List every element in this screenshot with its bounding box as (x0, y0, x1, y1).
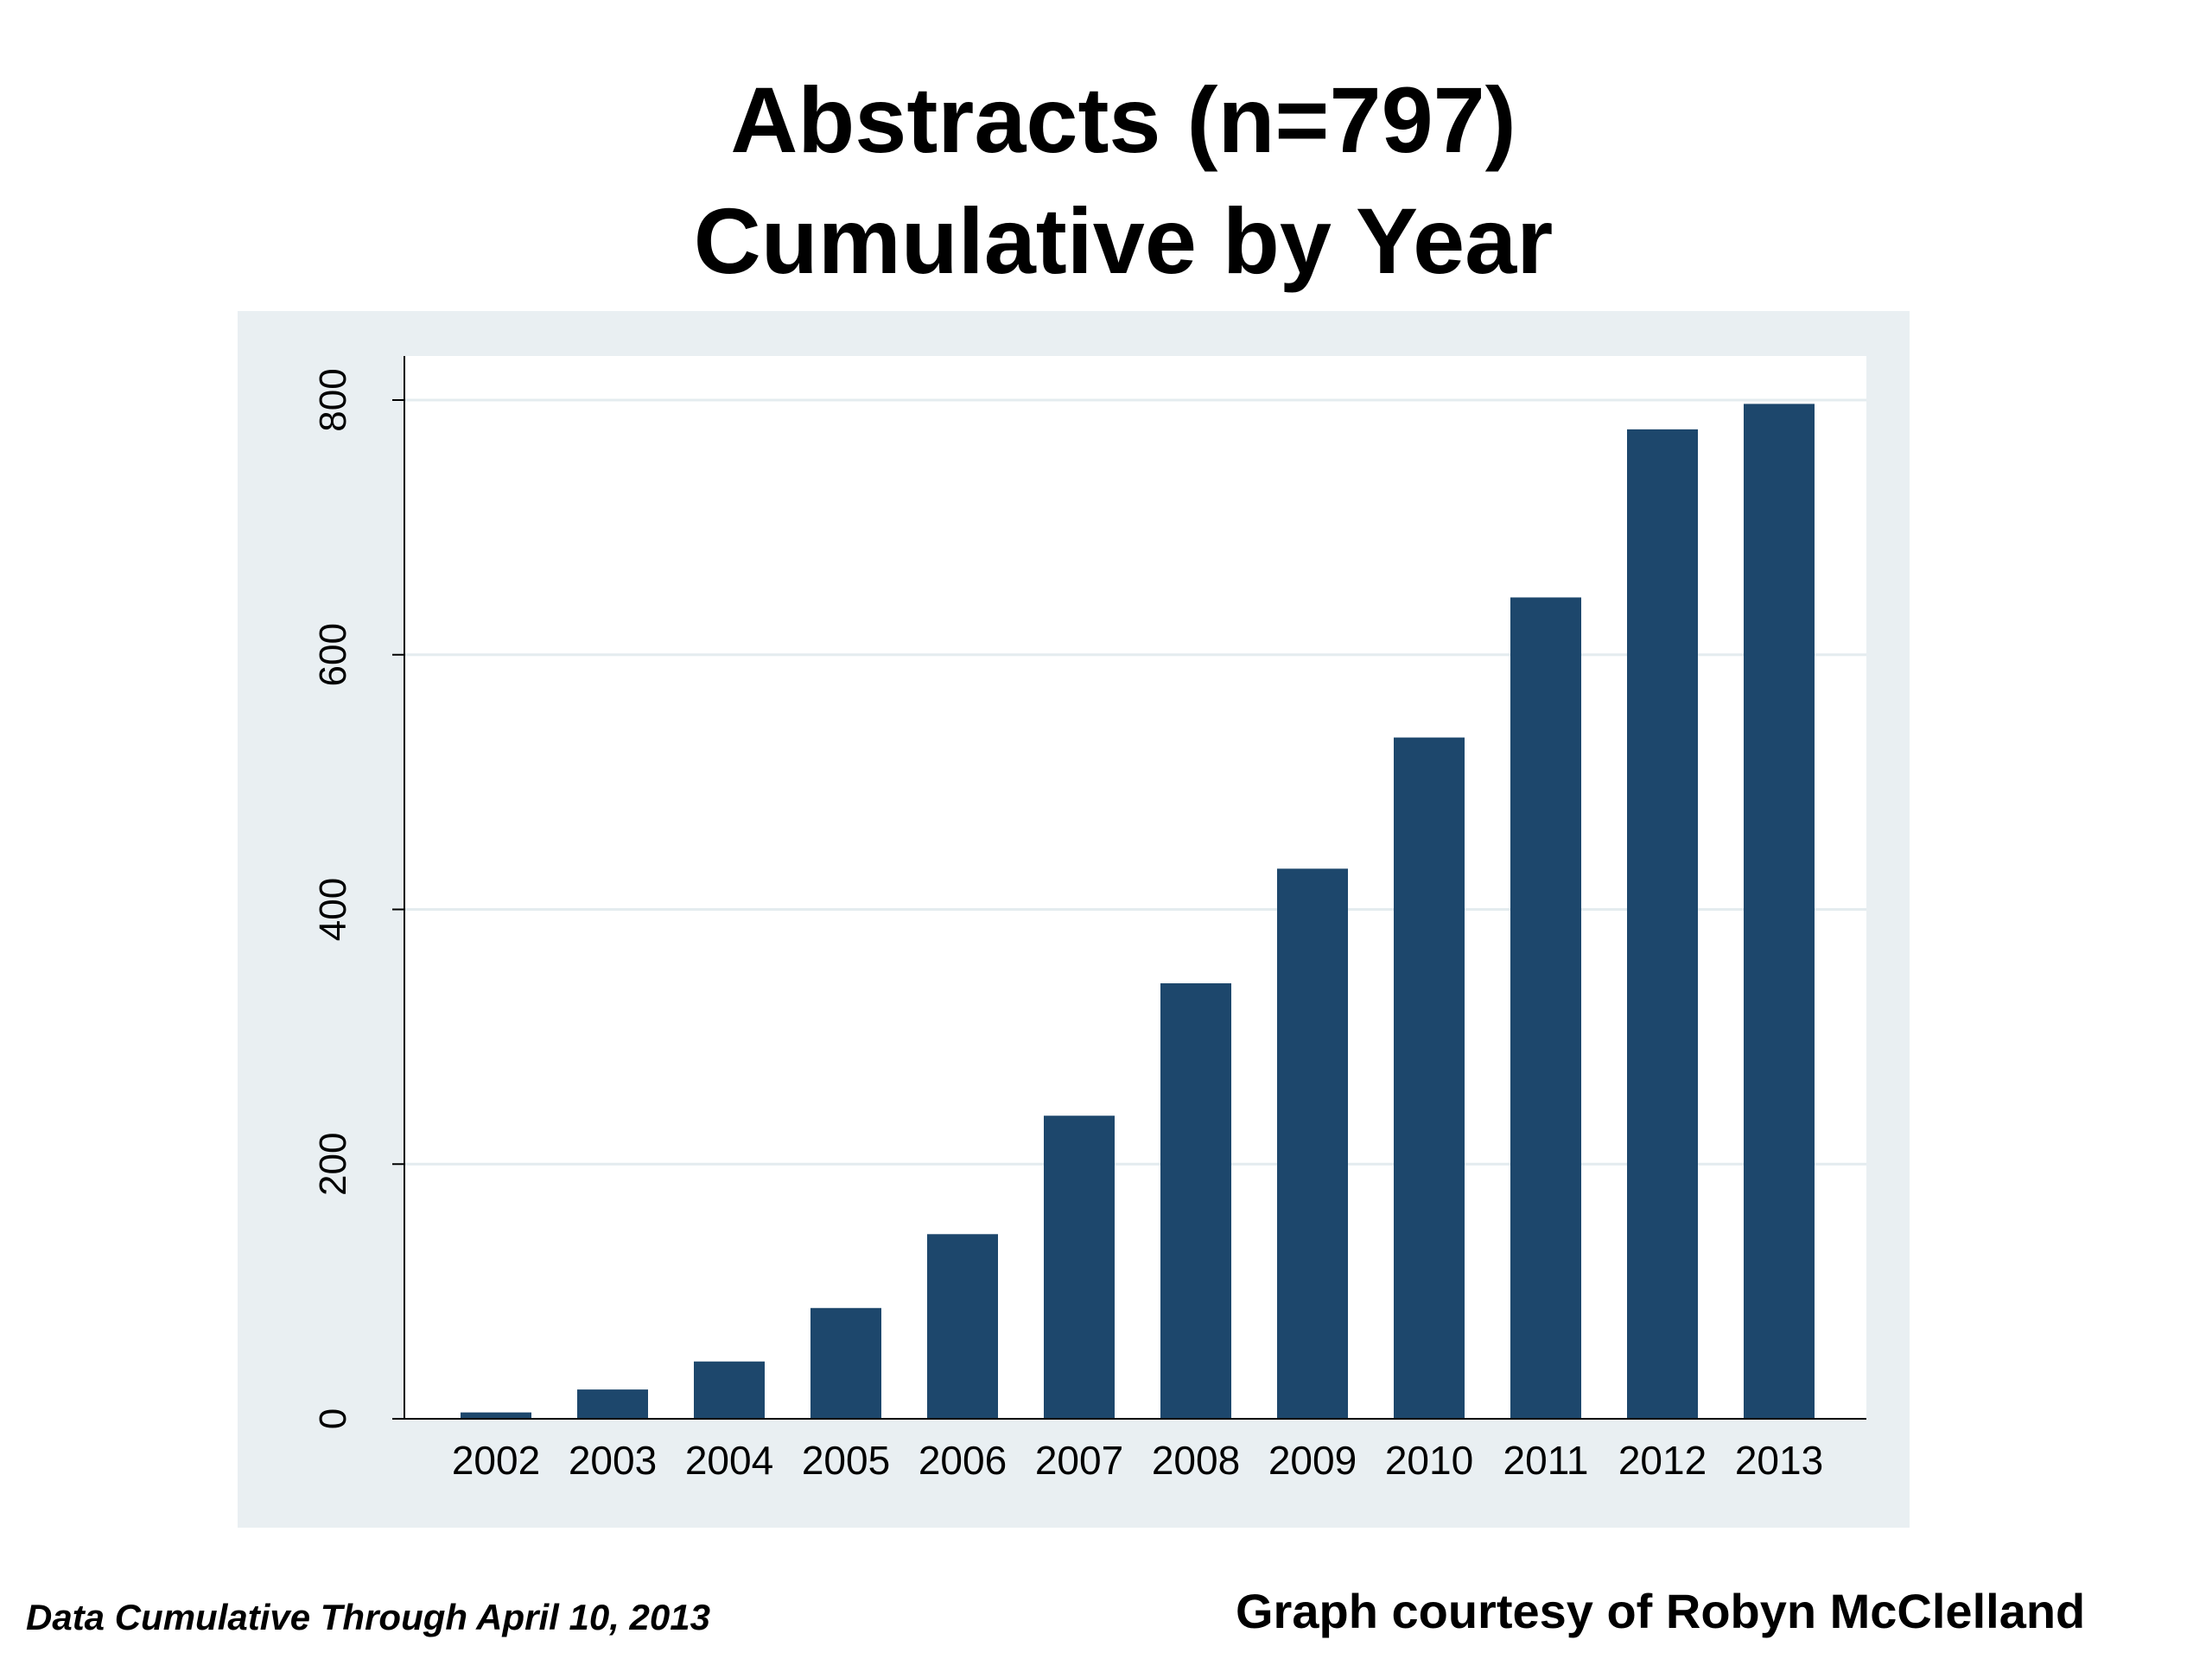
graph-credit: Graph courtesy of Robyn McClelland (1236, 1584, 2086, 1638)
y-tick-label: 400 (312, 878, 354, 941)
bar-2011 (1510, 597, 1581, 1419)
y-tick-label: 800 (312, 368, 354, 431)
x-tick-label: 2002 (452, 1438, 540, 1483)
x-tick-label: 2010 (1385, 1438, 1473, 1483)
bar-2008 (1160, 982, 1231, 1419)
y-tick-label: 0 (312, 1408, 354, 1429)
bar-2009 (1277, 868, 1348, 1419)
bar-2007 (1044, 1116, 1115, 1419)
bars (461, 404, 1815, 1419)
bar-2002 (461, 1412, 531, 1419)
x-tick-label: 2008 (1152, 1438, 1240, 1483)
y-axis-ticks: 0 200 400 600 800 (312, 368, 404, 1429)
plot-area (404, 356, 1866, 1419)
gridlines (404, 398, 1866, 1166)
bar-2005 (810, 1307, 881, 1419)
x-tick-label: 2012 (1618, 1438, 1707, 1483)
y-tick-label: 600 (312, 623, 354, 686)
y-tick-label: 200 (312, 1133, 354, 1196)
bar-2003 (577, 1389, 648, 1419)
data-cumulative-note: Data Cumulative Through April 10, 2013 (26, 1597, 710, 1637)
bar-2006 (927, 1234, 998, 1419)
bar-2013 (1744, 404, 1815, 1419)
x-tick-label: 2013 (1735, 1438, 1823, 1483)
x-tick-label: 2003 (569, 1438, 657, 1483)
x-tick-label: 2007 (1035, 1438, 1123, 1483)
x-tick-label: 2009 (1268, 1438, 1357, 1483)
x-tick-label: 2005 (802, 1438, 890, 1483)
x-tick-label: 2011 (1503, 1438, 1589, 1483)
chart-title-line-1: Abstracts (n=797) (730, 67, 1516, 172)
x-axis-ticks: 2002 2003 2004 2005 2006 2007 2008 2009 2010 2011… (452, 1438, 1823, 1483)
bar-2010 (1394, 737, 1465, 1419)
x-tick-label: 2004 (685, 1438, 773, 1483)
bar-2004 (694, 1361, 765, 1419)
x-tick-label: 2006 (918, 1438, 1007, 1483)
chart-title-line-2: Cumulative by Year (693, 188, 1554, 293)
bar-2012 (1627, 429, 1698, 1419)
